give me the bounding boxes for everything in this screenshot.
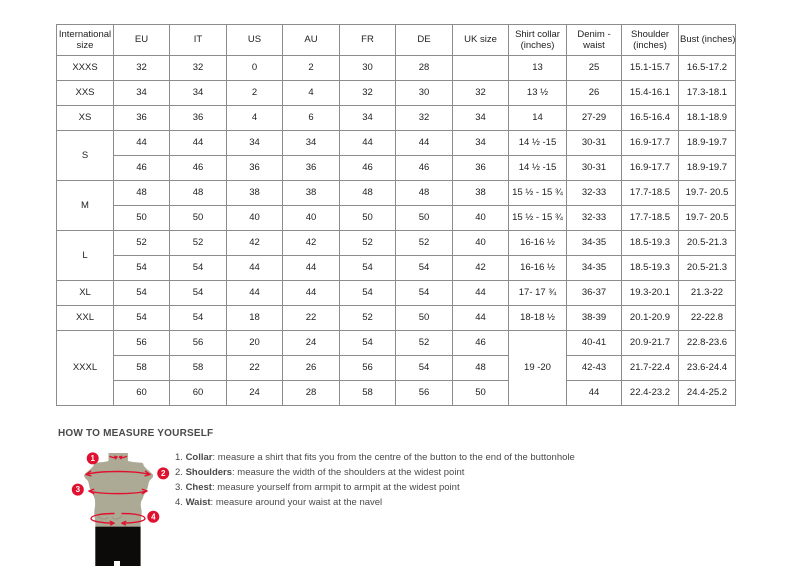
svg-text:2: 2 xyxy=(161,469,166,478)
svg-text:1: 1 xyxy=(90,454,95,463)
svg-text:3: 3 xyxy=(76,485,81,494)
svg-text:4: 4 xyxy=(151,512,156,521)
